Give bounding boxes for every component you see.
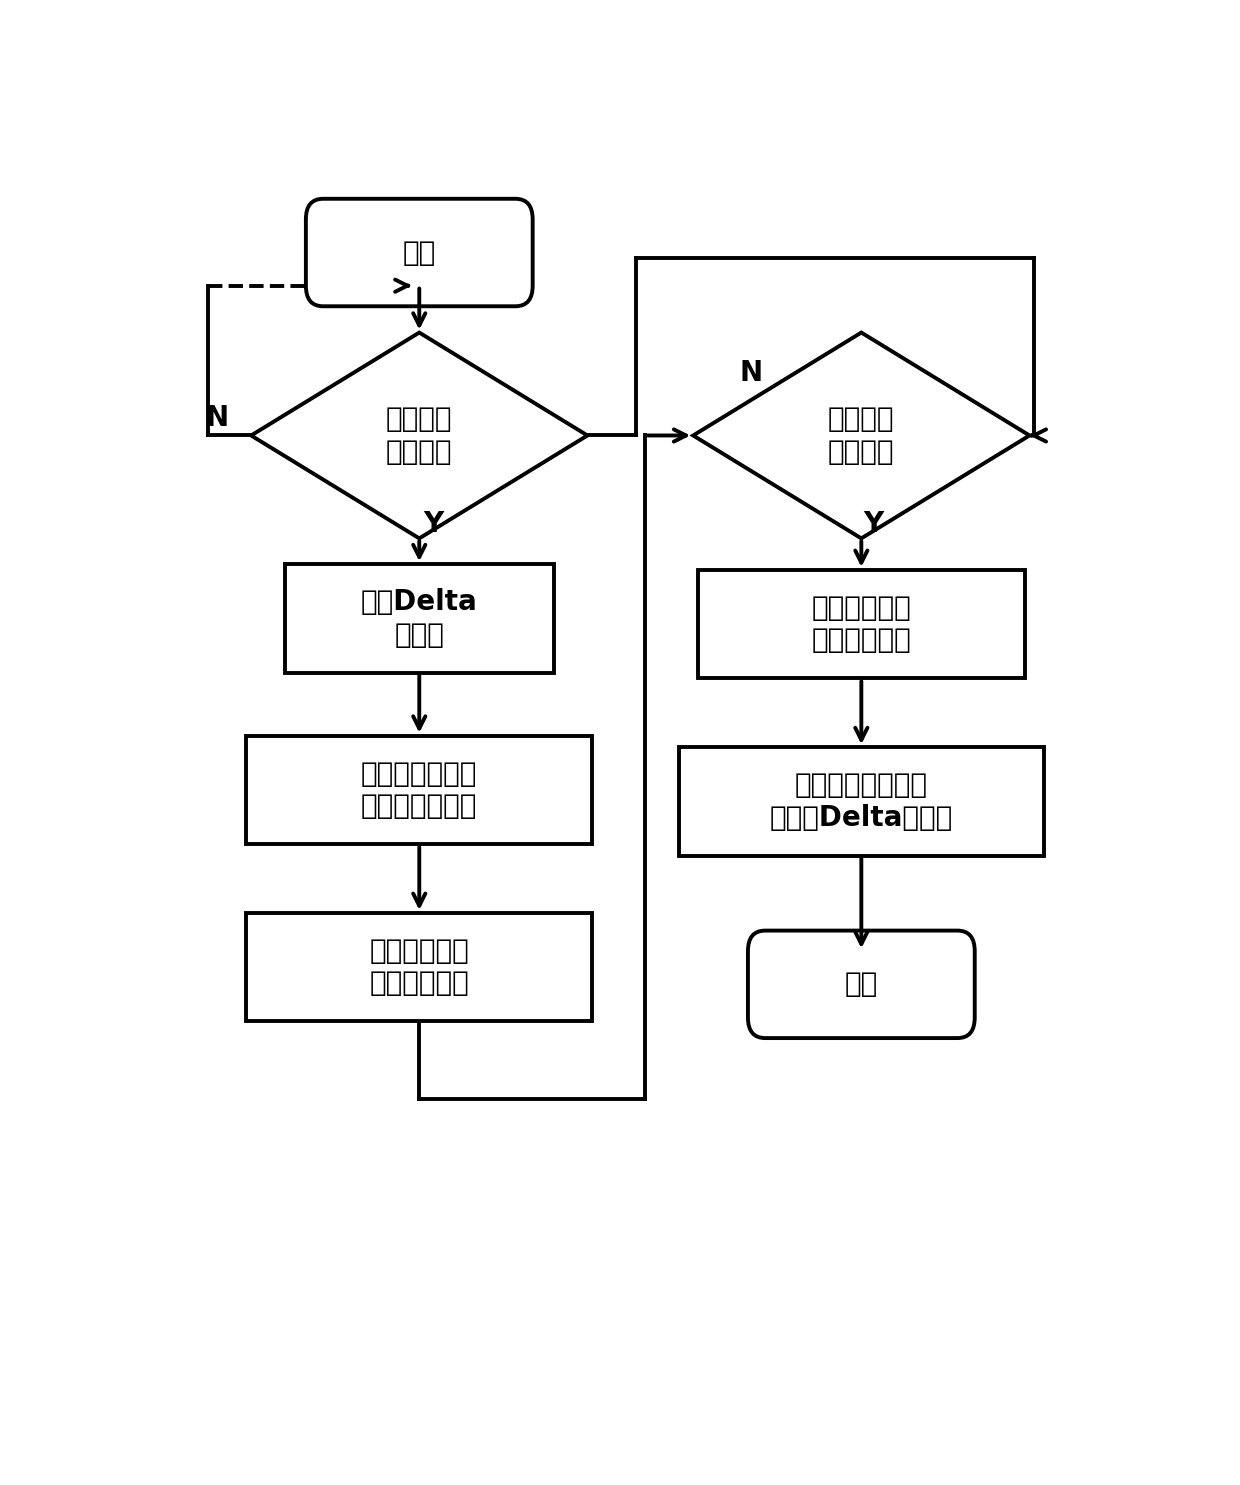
Text: 检测电网
是否掉电: 检测电网 是否掉电 [386,405,453,466]
Text: 检测电网
是否恢复: 检测电网 是否恢复 [828,405,894,466]
Text: 主变换器单独
工作电池供电: 主变换器单独 工作电池供电 [370,937,469,998]
Text: Y: Y [864,509,884,538]
FancyBboxPatch shape [748,931,975,1038]
Bar [247,913,593,1022]
Polygon shape [693,333,1029,539]
Text: 主变换器输出
电压相位调整: 主变换器输出 电压相位调整 [811,594,911,655]
Bar [285,564,554,673]
Text: 闭合接触器静态开
关启动Delta变换器: 闭合接触器静态开 关启动Delta变换器 [770,771,954,832]
FancyBboxPatch shape [306,199,533,306]
Polygon shape [250,333,588,539]
Text: Y: Y [424,509,444,538]
Text: 封锁Delta
变换器: 封锁Delta 变换器 [361,588,477,649]
Text: 断开主静态开关
和防反馈接触器: 断开主静态开关 和防反馈接触器 [361,760,477,820]
Bar [247,735,593,845]
Text: 结束: 结束 [844,970,878,998]
Text: N: N [206,404,229,432]
Bar [698,570,1024,679]
Text: N: N [739,358,763,386]
Bar [678,747,1044,855]
Text: 开始: 开始 [403,239,436,266]
